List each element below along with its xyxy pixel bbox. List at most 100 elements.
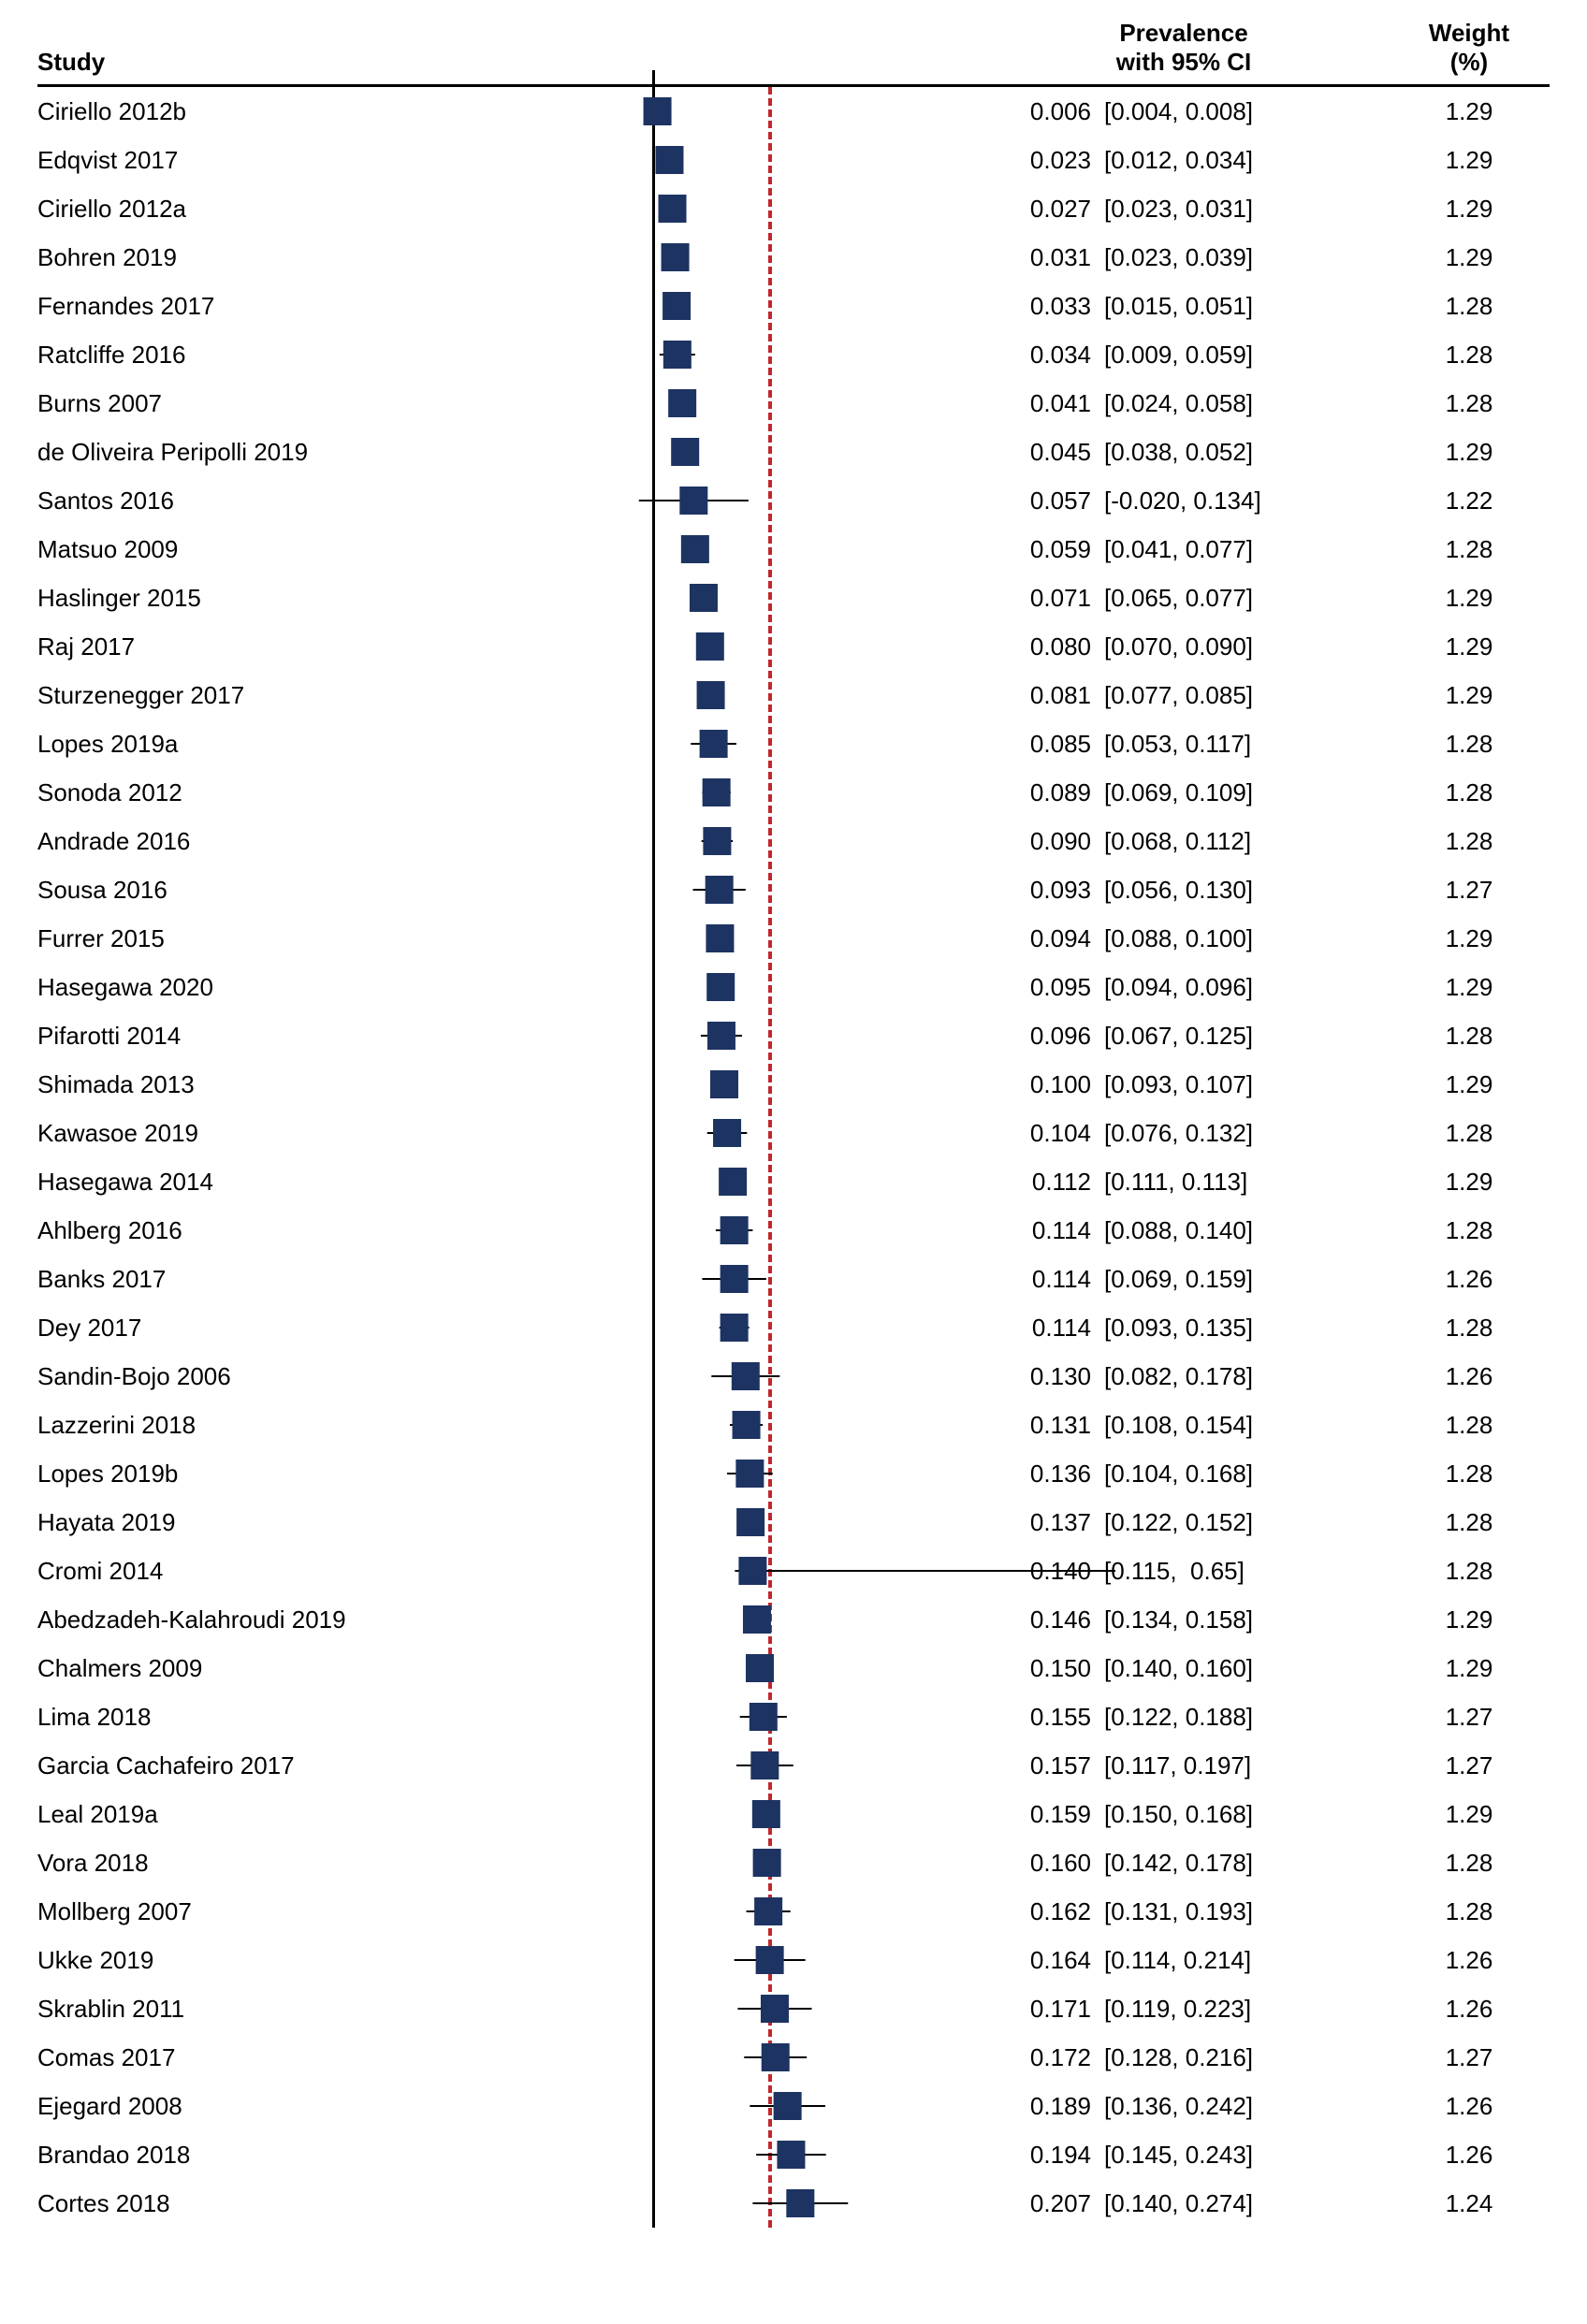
study-prevalence: 0.114[0.069, 0.159] xyxy=(973,1265,1394,1294)
ci-value: [0.065, 0.077] xyxy=(1091,584,1385,613)
study-prevalence: 0.100[0.093, 0.107] xyxy=(973,1070,1394,1099)
study-prevalence: 0.130[0.082, 0.178] xyxy=(973,1362,1394,1391)
study-row: Cortes 2018 0.207[0.140, 0.274]1.24 xyxy=(37,2179,1550,2228)
study-label: Pifarotti 2014 xyxy=(37,1022,618,1051)
study-label: Sousa 2016 xyxy=(37,876,618,905)
point-estimate-marker xyxy=(703,827,731,855)
study-weight: 1.28 xyxy=(1394,1897,1544,1926)
ci-value: [0.015, 0.051] xyxy=(1091,292,1385,321)
point-estimate-marker xyxy=(671,438,699,466)
point-estimate-value: 0.157 xyxy=(988,1751,1091,1780)
study-label: Cortes 2018 xyxy=(37,2189,618,2218)
study-weight: 1.29 xyxy=(1394,1800,1544,1829)
study-plot-cell xyxy=(618,1741,973,1790)
ci-value: [0.024, 0.058] xyxy=(1091,389,1385,418)
study-row: Sandin-Bojo 20060.130[0.082, 0.178]1.26 xyxy=(37,1352,1550,1401)
point-estimate-marker xyxy=(703,778,731,806)
study-weight: 1.28 xyxy=(1394,1411,1544,1440)
study-row: Edqvist 20170.023[0.012, 0.034]1.29 xyxy=(37,136,1550,184)
study-prevalence: 0.150[0.140, 0.160] xyxy=(973,1654,1394,1683)
point-estimate-marker xyxy=(706,973,735,1001)
study-prevalence: 0.207[0.140, 0.274] xyxy=(973,2189,1394,2218)
ci-value: [0.108, 0.154] xyxy=(1091,1411,1385,1440)
study-label: Hayata 2019 xyxy=(37,1508,618,1537)
study-label: Kawasoe 2019 xyxy=(37,1119,618,1148)
study-prevalence: 0.189[0.136, 0.242] xyxy=(973,2092,1394,2121)
header-prevalence-line2: with 95% CI xyxy=(973,48,1394,77)
study-weight: 1.24 xyxy=(1394,2189,1544,2218)
point-estimate-marker xyxy=(706,924,734,952)
study-plot-cell xyxy=(618,476,973,525)
point-estimate-marker xyxy=(663,341,692,369)
study-prevalence: 0.159[0.150, 0.168] xyxy=(973,1800,1394,1829)
point-estimate-marker xyxy=(738,1557,766,1585)
ci-value: [0.088, 0.100] xyxy=(1091,924,1385,953)
study-weight: 1.29 xyxy=(1394,438,1544,467)
study-row: Ratcliffe 20160.034[0.009, 0.059]1.28 xyxy=(37,330,1550,379)
point-estimate-marker xyxy=(700,730,728,758)
study-label: Dey 2017 xyxy=(37,1314,618,1343)
study-plot-cell xyxy=(618,817,973,865)
point-estimate-value: 0.027 xyxy=(988,195,1091,224)
ci-value: [0.041, 0.077] xyxy=(1091,535,1385,564)
study-weight: 1.28 xyxy=(1394,1216,1544,1245)
study-label: Sonoda 2012 xyxy=(37,778,618,807)
study-row: Matsuo 20090.059[0.041, 0.077]1.28 xyxy=(37,525,1550,574)
study-prevalence: 0.146[0.134, 0.158] xyxy=(973,1605,1394,1634)
study-row: Cromi 20140.140[0.115, 0.65]1.28 xyxy=(37,1547,1550,1595)
study-plot-cell xyxy=(618,1498,973,1547)
study-plot-cell xyxy=(618,1887,973,1936)
study-prevalence: 0.114[0.093, 0.135] xyxy=(973,1314,1394,1343)
study-plot-cell xyxy=(618,1644,973,1692)
point-estimate-marker xyxy=(721,1216,749,1244)
ci-value: [0.136, 0.242] xyxy=(1091,2092,1385,2121)
point-estimate-value: 0.080 xyxy=(988,632,1091,661)
study-label: Furrer 2015 xyxy=(37,924,618,953)
point-estimate-value: 0.114 xyxy=(988,1314,1091,1343)
study-plot-cell xyxy=(618,184,973,233)
ci-value: [0.150, 0.168] xyxy=(1091,1800,1385,1829)
study-prevalence: 0.085[0.053, 0.117] xyxy=(973,730,1394,759)
ci-value: [0.053, 0.117] xyxy=(1091,730,1385,759)
point-estimate-marker xyxy=(719,1168,747,1196)
point-estimate-value: 0.137 xyxy=(988,1508,1091,1537)
study-plot-cell xyxy=(618,1595,973,1644)
point-estimate-marker xyxy=(750,1703,778,1731)
study-weight: 1.28 xyxy=(1394,292,1544,321)
ci-value: [0.076, 0.132] xyxy=(1091,1119,1385,1148)
study-weight: 1.29 xyxy=(1394,632,1544,661)
study-prevalence: 0.164[0.114, 0.214] xyxy=(973,1946,1394,1975)
point-estimate-marker xyxy=(662,243,690,271)
study-row: Fernandes 20170.033[0.015, 0.051]1.28 xyxy=(37,282,1550,330)
study-weight: 1.29 xyxy=(1394,195,1544,224)
point-estimate-value: 0.150 xyxy=(988,1654,1091,1683)
study-label: Vora 2018 xyxy=(37,1849,618,1878)
header-row: Study Prevalence with 95% CI Weight (%) xyxy=(37,19,1550,87)
ci-value: [0.068, 0.112] xyxy=(1091,827,1385,856)
study-weight: 1.26 xyxy=(1394,2141,1544,2170)
study-row: Sonoda 20120.089[0.069, 0.109]1.28 xyxy=(37,768,1550,817)
study-weight: 1.26 xyxy=(1394,1265,1544,1294)
study-plot-cell xyxy=(618,963,973,1011)
study-prevalence: 0.162[0.131, 0.193] xyxy=(973,1897,1394,1926)
point-estimate-value: 0.089 xyxy=(988,778,1091,807)
study-plot-cell xyxy=(618,1449,973,1498)
study-label: Garcia Cachafeiro 2017 xyxy=(37,1751,618,1780)
study-weight: 1.29 xyxy=(1394,584,1544,613)
study-weight: 1.29 xyxy=(1394,681,1544,710)
study-label: Bohren 2019 xyxy=(37,243,618,272)
point-estimate-marker xyxy=(736,1508,764,1536)
study-weight: 1.28 xyxy=(1394,1022,1544,1051)
study-row: Furrer 20150.094[0.088, 0.100]1.29 xyxy=(37,914,1550,963)
study-prevalence: 0.045[0.038, 0.052] xyxy=(973,438,1394,467)
study-label: Leal 2019a xyxy=(37,1800,618,1829)
study-row: Ciriello 2012a0.027[0.023, 0.031]1.29 xyxy=(37,184,1550,233)
point-estimate-value: 0.034 xyxy=(988,341,1091,370)
study-label: Abedzadeh-Kalahroudi 2019 xyxy=(37,1605,618,1634)
point-estimate-marker xyxy=(681,535,709,563)
ci-value: [0.117, 0.197] xyxy=(1091,1751,1385,1780)
study-plot-cell xyxy=(618,574,973,622)
point-estimate-value: 0.172 xyxy=(988,2043,1091,2072)
ci-value: [0.134, 0.158] xyxy=(1091,1605,1385,1634)
ci-value: [0.056, 0.130] xyxy=(1091,876,1385,905)
